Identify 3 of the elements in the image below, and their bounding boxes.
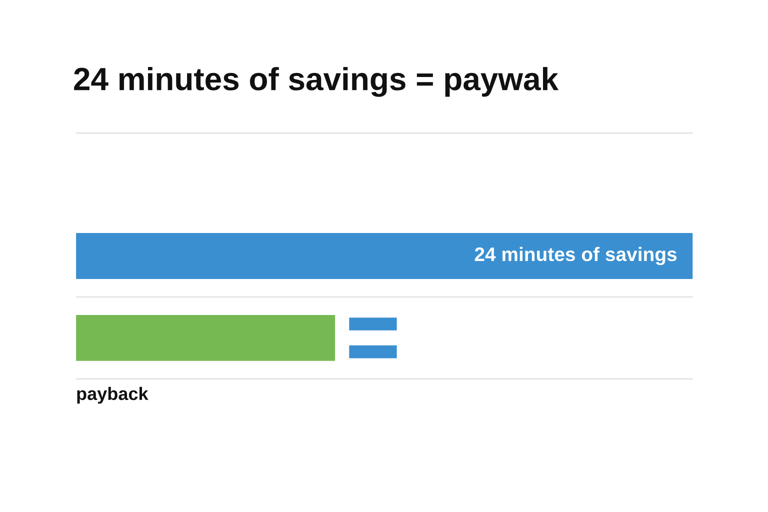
chart-title: 24 minutes of savings = paywak [74, 66, 559, 97]
annotation: 24 minutes of savings [474, 246, 677, 266]
text: payback [77, 386, 148, 404]
